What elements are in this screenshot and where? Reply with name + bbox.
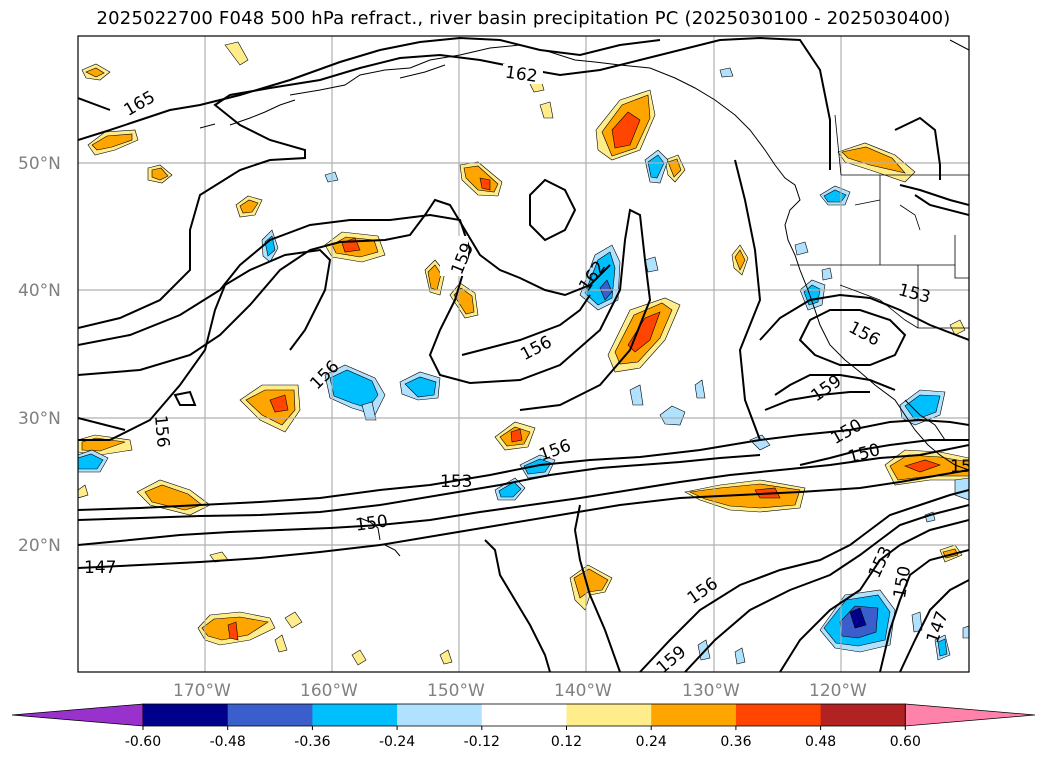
refractivity-contours: [78, 36, 969, 672]
colorbar-extend-low: [11, 703, 144, 727]
lat-label-40n: 40°N: [18, 281, 61, 301]
colorbar-tick-label: -0.24: [379, 734, 415, 750]
contour-label-156f: 156: [150, 414, 173, 448]
colorbar-segment: [312, 704, 398, 726]
colorbar-segment: [566, 704, 652, 726]
lat-label-30n: 30°N: [18, 409, 61, 429]
lon-label-170w: 170°W: [173, 681, 231, 701]
colorbar-segment: [820, 704, 906, 726]
contour-label-147: 147: [84, 558, 116, 578]
colorbar-tick-label: -0.60: [125, 734, 161, 750]
colorbar-tick-label: -0.36: [294, 734, 330, 750]
contour-label-150: 150: [354, 511, 389, 535]
colorbar-segment: [143, 704, 229, 726]
lon-label-160w: 160°W: [300, 681, 358, 701]
lon-label-130w: 130°W: [682, 681, 740, 701]
precip-positive-areas: [78, 41, 969, 666]
colorbar-tick-label: -0.12: [464, 734, 500, 750]
lat-label-50n: 50°N: [18, 154, 61, 174]
colorbar-tick-label: 0.48: [805, 734, 836, 750]
colorbar-tick-label: 0.12: [551, 734, 582, 750]
colorbar-tick-label: 0.60: [890, 734, 921, 750]
colorbar-outline: [142, 703, 906, 727]
colorbar-segment: [227, 704, 313, 726]
colorbar-tick-label: 0.24: [636, 734, 667, 750]
colorbar-tick-label: -0.48: [210, 734, 246, 750]
graticule: [78, 36, 969, 672]
colorbar-segment: [481, 704, 567, 726]
contour-label-15: 15: [950, 457, 972, 477]
map-title: 2025022700 F048 500 hPa refract., river …: [96, 8, 951, 29]
latitude-labels: 50°N 40°N 30°N 20°N: [18, 154, 61, 556]
lat-label-20n: 20°N: [18, 536, 61, 556]
map-frame: [77, 35, 970, 673]
lon-label-150w: 150°W: [427, 681, 485, 701]
colorbar-segment: [735, 704, 822, 726]
longitude-labels: 170°W 160°W 150°W 140°W 130°W 120°W: [173, 681, 867, 701]
contour-label-153: 153: [440, 472, 472, 492]
colorbar-segment: [651, 704, 737, 726]
colorbar-segment: [397, 704, 483, 726]
contour-label-162: 162: [504, 63, 539, 87]
lon-label-140w: 140°W: [554, 681, 612, 701]
lon-label-120w: 120°W: [809, 681, 867, 701]
colorbar-extend-high: [904, 703, 1036, 727]
colorbar: -0.60 -0.48 -0.36 -0.24 -0.12 0.12 0.24 0.36 0.4…: [11, 703, 1036, 750]
colorbar-tick-label: 0.36: [720, 734, 751, 750]
map-area: [78, 36, 969, 672]
political-borders: [790, 114, 969, 329]
precip-negative-areas: [78, 67, 969, 665]
